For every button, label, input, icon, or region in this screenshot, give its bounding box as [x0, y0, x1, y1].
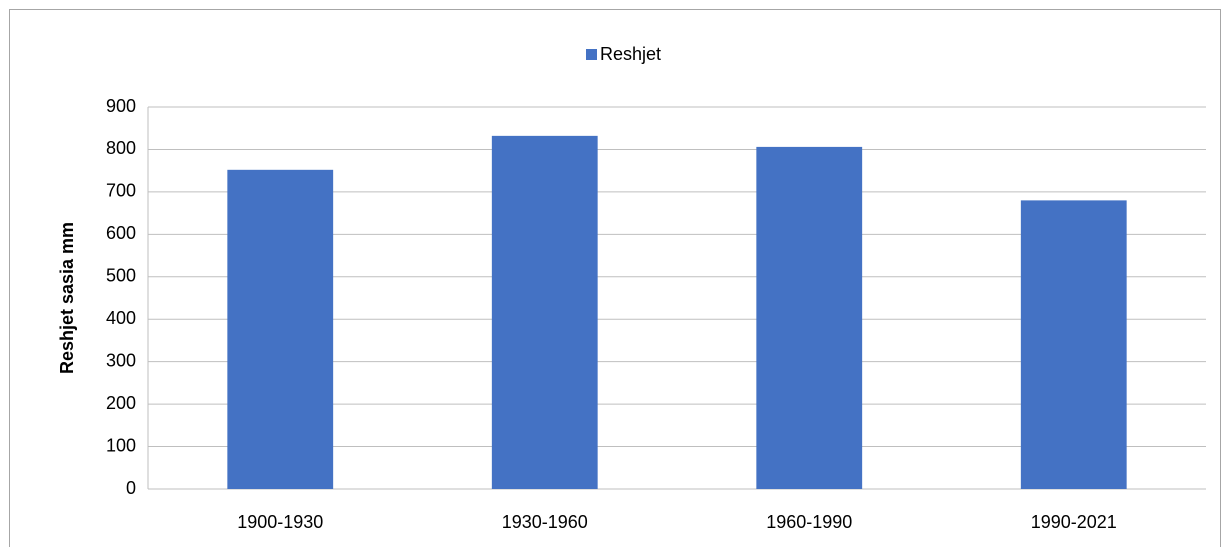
- y-tick-label: 100: [106, 435, 136, 455]
- bar: [491, 135, 598, 489]
- chart-border: [9, 9, 1221, 547]
- x-tick-label: 1900-1930: [237, 512, 323, 532]
- y-tick-label: 900: [106, 96, 136, 116]
- bar: [1020, 200, 1127, 489]
- legend-swatch: [586, 49, 597, 60]
- y-tick-label: 600: [106, 223, 136, 243]
- y-tick-label: 200: [106, 393, 136, 413]
- bar: [227, 169, 334, 489]
- x-tick-label: 1930-1960: [502, 512, 588, 532]
- y-tick-label: 300: [106, 350, 136, 370]
- legend-label: Reshjet: [600, 44, 661, 64]
- bar: [756, 146, 863, 490]
- y-axis-label: Reshjet sasia mm: [57, 222, 77, 374]
- y-tick-label: 0: [126, 478, 136, 498]
- x-tick-label: 1960-1990: [766, 512, 852, 532]
- y-tick-label: 800: [106, 138, 136, 158]
- y-tick-label: 500: [106, 266, 136, 286]
- y-tick-label: 400: [106, 308, 136, 328]
- x-tick-label: 1990-2021: [1031, 512, 1117, 532]
- y-tick-label: 700: [106, 181, 136, 201]
